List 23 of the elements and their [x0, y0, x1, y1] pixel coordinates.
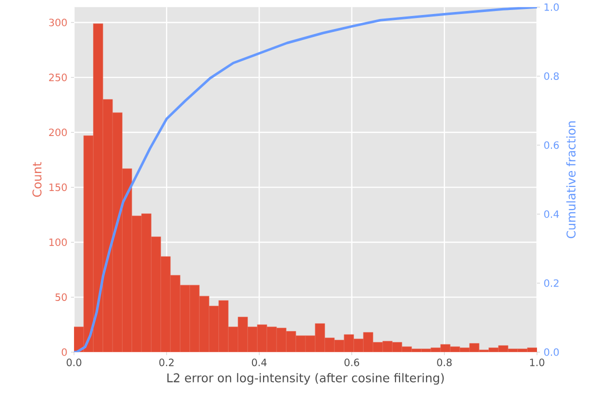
x-tick-label: 0.8	[437, 358, 452, 366]
y2-tick-label: 0.2	[544, 279, 558, 287]
y-tick-label: 250	[49, 74, 67, 82]
line-series	[74, 7, 537, 352]
y2-tick-label: 0.6	[544, 141, 559, 149]
y-tick-label: 200	[49, 128, 67, 136]
y2-axis-title: Cumulative fraction	[566, 121, 576, 238]
y2-tick-label: 0.4	[544, 210, 559, 218]
y-tick-label: 0	[62, 348, 67, 356]
x-tick-label: 0.6	[344, 358, 360, 366]
x-tick-label: 0.0	[66, 358, 82, 366]
x-tick-label: 0.4	[252, 358, 267, 366]
y2-tick-label: 0.8	[544, 72, 559, 80]
x-axis-title: L2 error on log-intensity (after cosine filtering)	[167, 373, 444, 385]
y-axis-title: Count	[32, 162, 42, 197]
x-tick-label: 0.2	[159, 358, 174, 366]
y-tick-label: 300	[49, 18, 67, 26]
x-tick-label: 1.0	[530, 358, 544, 366]
y2-tick-label: 0.0	[544, 348, 559, 356]
y-tick-label: 50	[56, 293, 67, 301]
y-tick-label: 150	[49, 183, 67, 192]
y2-tick-label: 1.0	[544, 3, 559, 11]
y-tick-label: 100	[49, 238, 67, 246]
